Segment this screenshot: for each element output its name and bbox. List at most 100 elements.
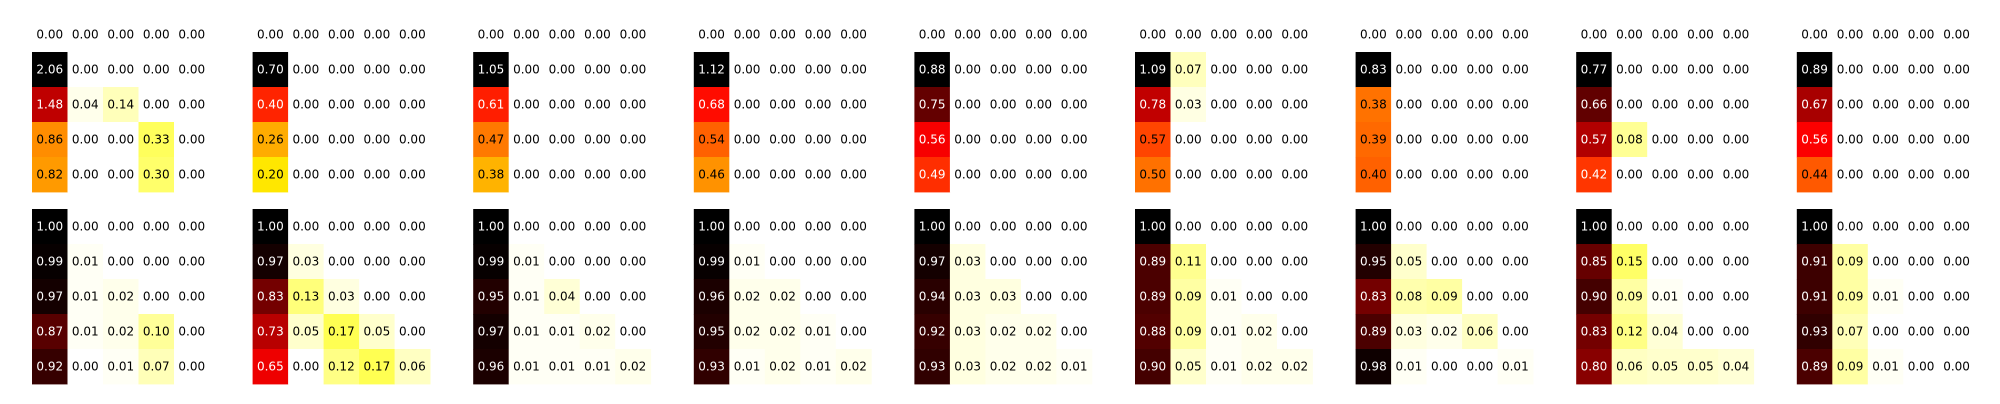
heatmap-cell bbox=[1170, 87, 1207, 123]
heatmap-cell bbox=[985, 87, 1022, 123]
heatmap-cell-value: 2.06 bbox=[36, 63, 63, 77]
heatmap-cell bbox=[1611, 157, 1648, 193]
heatmap-cell-value: 0.00 bbox=[1943, 255, 1970, 269]
heatmap-cell-value: 0.83 bbox=[1360, 290, 1387, 304]
heatmap-cell-value: 0.00 bbox=[1246, 63, 1273, 77]
heatmap-cell bbox=[1391, 244, 1427, 280]
heatmap-cell-value: 0.00 bbox=[328, 63, 355, 77]
heatmap-cell-value: 0.89 bbox=[1801, 63, 1828, 77]
heatmap-cell-value: 0.00 bbox=[1908, 28, 1935, 42]
heatmap-cell-value: 0.00 bbox=[363, 63, 390, 77]
heatmap-cell bbox=[1391, 209, 1427, 245]
heatmap-cell bbox=[32, 279, 68, 315]
heatmap-cell bbox=[615, 17, 652, 53]
heatmap-cell-value: 0.01 bbox=[513, 290, 540, 304]
heatmap-cell-value: 0.00 bbox=[363, 290, 390, 304]
heatmap-cell bbox=[1056, 244, 1093, 280]
heatmap-cell-value: 0.00 bbox=[1061, 168, 1088, 182]
heatmap-cell-value: 0.00 bbox=[954, 63, 981, 77]
heatmap-cell bbox=[394, 52, 431, 88]
heatmap-cell bbox=[1056, 52, 1093, 88]
heatmap-cell-value: 0.00 bbox=[1431, 133, 1458, 147]
heatmap-cell bbox=[1135, 349, 1171, 385]
heatmap-cell-value: 0.00 bbox=[1061, 290, 1088, 304]
heatmap-cell bbox=[615, 122, 652, 158]
heatmap-cell-value: 0.09 bbox=[1837, 290, 1864, 304]
heatmap-cell bbox=[1576, 349, 1613, 385]
heatmap-cell-value: 0.00 bbox=[1687, 255, 1714, 269]
heatmap-cell bbox=[359, 52, 395, 88]
heatmap-cell bbox=[323, 209, 360, 245]
heatmap-cell bbox=[394, 157, 431, 193]
heatmap-cell bbox=[323, 279, 360, 315]
heatmap-cell bbox=[1355, 244, 1392, 280]
heatmap-cell-value: 0.02 bbox=[1025, 325, 1052, 339]
heatmap-cell-value: 0.00 bbox=[1025, 220, 1052, 234]
heatmap-cell bbox=[1135, 52, 1171, 88]
heatmap-cell-value: 0.20 bbox=[257, 168, 284, 182]
heatmap-cell-value: 0.00 bbox=[1281, 290, 1308, 304]
heatmap-cell bbox=[138, 244, 175, 280]
heatmap-cell bbox=[1462, 52, 1498, 88]
heatmap-cell-value: 0.94 bbox=[919, 290, 946, 304]
heatmap-cell bbox=[1426, 157, 1463, 193]
heatmap-cell bbox=[985, 279, 1022, 315]
heatmap-cell bbox=[508, 52, 545, 88]
heatmap-cell bbox=[252, 157, 289, 193]
heatmap-cell bbox=[800, 122, 837, 158]
heatmap-cell-value: 0.00 bbox=[954, 98, 981, 112]
heatmap-cell-value: 0.01 bbox=[549, 360, 576, 374]
heatmap-cell bbox=[1277, 349, 1313, 385]
heatmap-cell-value: 0.01 bbox=[72, 325, 99, 339]
heatmap-cell-value: 0.00 bbox=[734, 220, 761, 234]
heatmap-cell-value: 0.00 bbox=[1723, 28, 1750, 42]
heatmap-cell-value: 0.00 bbox=[1837, 28, 1864, 42]
heatmap-cell-value: 0.00 bbox=[399, 325, 426, 339]
heatmap-cell-value: 0.95 bbox=[698, 325, 725, 339]
heatmap-panel: 1.00 0.00 0.00 0.00 0.00 0.99 0.01 0.00 0.00 0.00… bbox=[32, 209, 210, 385]
heatmap-cell-value: 0.00 bbox=[178, 360, 205, 374]
heatmap-cell-value: 0.00 bbox=[1466, 63, 1493, 77]
heatmap-cell bbox=[1355, 157, 1392, 193]
heatmap-cell bbox=[174, 52, 210, 88]
heatmap-panel: 0.00 0.00 0.00 0.00 0.00 0.83 0.00 0.00 0.00 0.00… bbox=[1355, 17, 1534, 193]
heatmap-cell bbox=[508, 244, 545, 280]
heatmap-cell-value: 0.02 bbox=[769, 290, 796, 304]
heatmap-cell-value: 0.00 bbox=[1025, 255, 1052, 269]
heatmap-cell-value: 0.00 bbox=[1281, 133, 1308, 147]
heatmap-cell-value: 0.00 bbox=[1652, 98, 1679, 112]
heatmap-cell-value: 0.40 bbox=[1360, 168, 1387, 182]
heatmap-cell-value: 0.00 bbox=[292, 63, 319, 77]
heatmap-cell-value: 0.00 bbox=[1395, 28, 1422, 42]
heatmap-cell bbox=[252, 209, 289, 245]
heatmap-cell-value: 0.01 bbox=[1502, 360, 1529, 374]
heatmap-cell-value: 0.00 bbox=[107, 133, 134, 147]
heatmap-cell bbox=[1796, 17, 1833, 53]
heatmap-panel: 0.00 0.00 0.00 0.00 0.00 2.06 0.00 0.00 0.00 0.00… bbox=[32, 17, 210, 193]
heatmap-cell-value: 0.49 bbox=[919, 168, 946, 182]
heatmap-cell-value: 0.00 bbox=[257, 28, 284, 42]
heatmap-cell-value: 0.00 bbox=[328, 133, 355, 147]
heatmap-cell-value: 0.00 bbox=[549, 98, 576, 112]
heatmap-cell bbox=[138, 157, 175, 193]
heatmap-cell-value: 0.50 bbox=[1139, 168, 1166, 182]
heatmap-cell bbox=[615, 157, 652, 193]
heatmap-cell bbox=[1938, 209, 1975, 245]
heatmap-cell-value: 0.00 bbox=[1061, 63, 1088, 77]
heatmap-cell bbox=[1206, 314, 1242, 350]
heatmap-cell-value: 0.00 bbox=[620, 28, 647, 42]
heatmap-cell-value: 0.00 bbox=[1687, 220, 1714, 234]
heatmap-cell bbox=[288, 157, 324, 193]
heatmap-cell-value: 0.00 bbox=[143, 255, 170, 269]
heatmap-cell bbox=[835, 244, 872, 280]
heatmap-cell-value: 0.00 bbox=[1872, 325, 1899, 339]
heatmap-cell bbox=[473, 314, 510, 350]
heatmap-cell bbox=[1462, 157, 1498, 193]
heatmap-cell bbox=[1241, 157, 1278, 193]
heatmap-cell bbox=[32, 52, 68, 88]
heatmap-cell-value: 0.00 bbox=[1210, 220, 1237, 234]
heatmap-cell-value: 0.57 bbox=[1581, 133, 1608, 147]
heatmap-cell bbox=[1647, 157, 1684, 193]
heatmap-cell bbox=[1611, 209, 1648, 245]
